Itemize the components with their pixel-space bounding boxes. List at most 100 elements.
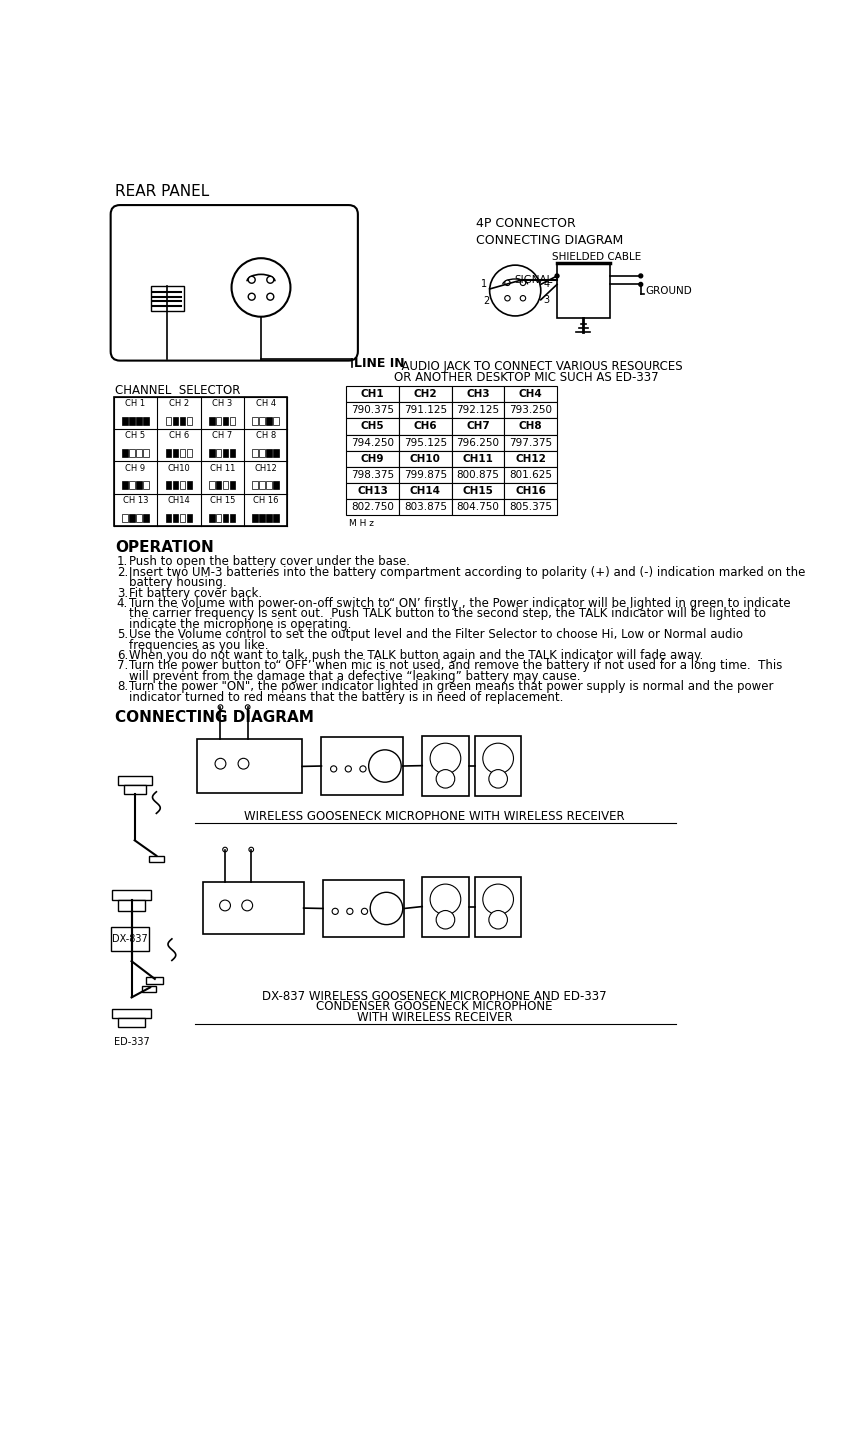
Bar (266, 514, 272, 522)
Text: SHIELDED CABLE: SHIELDED CABLE (552, 252, 641, 262)
Text: CH7: CH7 (466, 421, 490, 431)
Text: CH 15: CH 15 (209, 496, 235, 504)
Text: CHANNEL  SELECTOR: CHANNEL SELECTOR (115, 384, 241, 397)
Text: 5.: 5. (117, 628, 128, 641)
Bar (323, 880, 404, 937)
Bar (505, 403, 557, 418)
Bar (253, 417, 258, 424)
Bar (346, 385, 399, 403)
Text: CONDENSER GOOSENECK MICROPHONE: CONDENSER GOOSENECK MICROPHONE (316, 1000, 553, 1013)
Bar (118, 775, 152, 785)
Bar (143, 514, 148, 522)
Bar (230, 417, 236, 424)
Bar (122, 514, 128, 522)
Circle shape (520, 295, 526, 301)
Bar (273, 481, 279, 489)
Circle shape (220, 900, 231, 911)
Text: OR ANOTHER DESKTOP MIC SUCH AS ED-337: OR ANOTHER DESKTOP MIC SUCH AS ED-337 (394, 371, 659, 384)
Bar (180, 417, 185, 424)
Text: indicate the microphone is operating.: indicate the microphone is operating. (129, 618, 352, 631)
Circle shape (332, 909, 338, 914)
Text: 799.875: 799.875 (404, 470, 447, 480)
Bar (209, 514, 215, 522)
Circle shape (483, 884, 514, 914)
Text: DX-837: DX-837 (112, 934, 148, 944)
Bar (230, 514, 236, 522)
Bar (505, 451, 557, 467)
Bar (399, 467, 452, 483)
Bar (505, 434, 557, 451)
Circle shape (436, 770, 455, 788)
Text: ED-337: ED-337 (114, 1036, 149, 1046)
Bar (129, 417, 135, 424)
Bar (266, 417, 272, 424)
Text: 2: 2 (483, 295, 489, 305)
Bar (346, 499, 399, 516)
Bar (110, 927, 149, 952)
Bar (143, 417, 148, 424)
Bar (165, 449, 171, 457)
Bar (422, 735, 469, 795)
Circle shape (215, 758, 226, 770)
Text: 791.125: 791.125 (404, 406, 447, 416)
Text: Use the Volume control to set the output level and the Filter Selector to choose: Use the Volume control to set the output… (129, 628, 743, 641)
Text: indicator turned to red means that the battery is in need of replacement.: indicator turned to red means that the b… (129, 691, 564, 704)
Circle shape (639, 274, 643, 278)
Bar (119, 1019, 145, 1027)
Text: 4P CONNECTOR
CONNECTING DIAGRAM: 4P CONNECTOR CONNECTING DIAGRAM (477, 216, 623, 246)
Circle shape (331, 765, 337, 772)
Bar (259, 449, 265, 457)
Circle shape (483, 744, 514, 774)
Bar (346, 418, 399, 434)
Text: Fit battery cover back.: Fit battery cover back. (129, 586, 262, 599)
Bar (165, 481, 171, 489)
Bar (187, 417, 192, 424)
Bar (253, 481, 258, 489)
Bar (137, 417, 142, 424)
Bar (119, 900, 145, 911)
Circle shape (369, 749, 401, 782)
Text: OPERATION: OPERATION (115, 540, 214, 555)
Bar (399, 434, 452, 451)
Circle shape (232, 258, 291, 317)
Text: CH 6: CH 6 (169, 431, 189, 440)
Text: 794.250: 794.250 (351, 437, 394, 447)
Bar (143, 449, 148, 457)
Bar (399, 403, 452, 418)
Text: CH 11: CH 11 (209, 464, 235, 473)
Bar (259, 481, 265, 489)
Bar (216, 449, 221, 457)
Bar (151, 287, 183, 311)
Bar (137, 449, 142, 457)
Bar (399, 451, 452, 467)
Bar (216, 514, 221, 522)
Text: CH 9: CH 9 (126, 464, 146, 473)
Text: CH 5: CH 5 (126, 431, 146, 440)
Bar (114, 397, 287, 526)
Circle shape (238, 758, 249, 770)
Text: CH16: CH16 (516, 486, 546, 496)
Circle shape (218, 705, 223, 709)
Text: 790.375: 790.375 (351, 406, 394, 416)
Bar (165, 417, 171, 424)
Bar (129, 449, 135, 457)
Bar (129, 514, 135, 522)
Bar (273, 449, 279, 457)
Circle shape (248, 294, 255, 299)
Bar (505, 385, 557, 403)
Text: GROUND: GROUND (645, 287, 692, 297)
Bar (124, 785, 146, 794)
Text: 1: 1 (481, 279, 488, 289)
Text: 800.875: 800.875 (456, 470, 499, 480)
Bar (187, 514, 192, 522)
Text: CH 13: CH 13 (123, 496, 148, 504)
Bar (112, 1009, 151, 1019)
Text: CH2: CH2 (414, 390, 437, 400)
Text: 3: 3 (543, 295, 550, 305)
Bar (143, 481, 148, 489)
Text: 795.125: 795.125 (404, 437, 447, 447)
Bar (346, 467, 399, 483)
Circle shape (436, 910, 455, 929)
Text: CH 4: CH 4 (255, 400, 276, 408)
Bar (112, 890, 151, 900)
